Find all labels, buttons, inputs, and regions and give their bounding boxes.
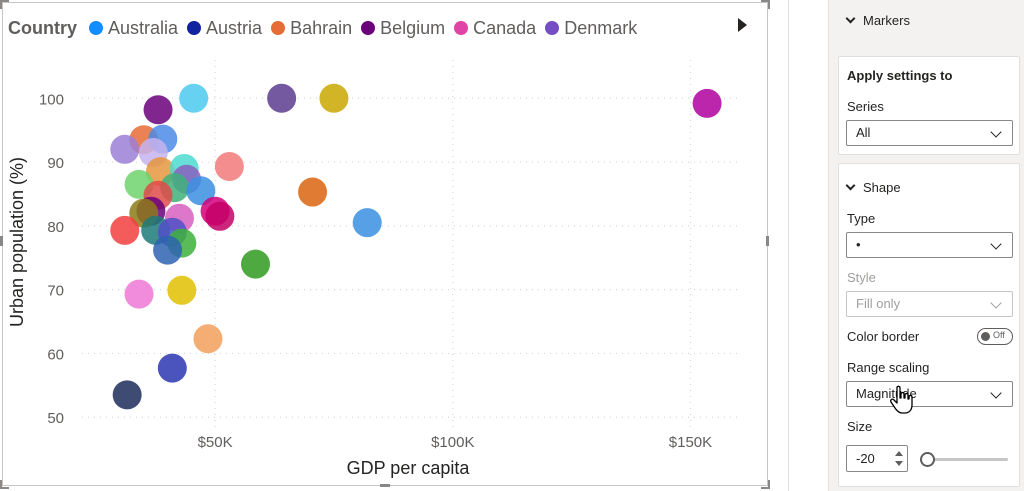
shape-section-header[interactable]: Shape [845, 180, 901, 195]
data-point[interactable] [352, 208, 382, 238]
legend-label: Belgium [380, 17, 446, 38]
legend-label: Bahrain [290, 17, 353, 38]
size-slider-track[interactable] [920, 458, 1008, 461]
chevron-down-icon [990, 126, 1002, 138]
data-point[interactable] [193, 324, 223, 354]
y-tick-label: 60 [47, 346, 64, 363]
x-axis-title: GDP per capita [347, 458, 471, 478]
scatter-chart-visual[interactable]: 50 60 70 80 90 100 $50K $100K $150K GDP per capit… [0, 0, 772, 491]
data-point[interactable] [153, 235, 183, 265]
legend-item-denmark[interactable]: Denmark [545, 18, 637, 39]
data-point[interactable] [298, 177, 328, 207]
y-axis-title: Urban population (%) [7, 157, 27, 327]
data-point[interactable] [319, 83, 349, 113]
chevron-down-icon [845, 13, 856, 24]
data-point[interactable] [214, 152, 244, 182]
shape-card [838, 163, 1020, 487]
x-tick-label: $50K [198, 434, 233, 451]
legend-item-austria[interactable]: Austria [187, 18, 262, 39]
data-point[interactable] [241, 249, 271, 279]
legend-item-australia[interactable]: Australia [89, 18, 178, 39]
y-tick-label: 50 [47, 410, 64, 427]
data-point[interactable] [167, 275, 197, 305]
legend-item-belgium[interactable]: Belgium [361, 18, 445, 39]
size-stepper[interactable]: -20 [846, 445, 908, 472]
data-point[interactable] [205, 201, 235, 231]
y-tick-label: 90 [47, 155, 64, 172]
color-border-label: Color border [847, 329, 920, 344]
size-label: Size [847, 419, 873, 434]
toggle-state-text: Off [993, 330, 1005, 340]
chevron-down-icon [990, 387, 1002, 399]
pane-divider [788, 0, 828, 491]
y-tick-label: 70 [47, 283, 64, 300]
legend-label: Canada [473, 17, 537, 38]
decrement-arrow-icon[interactable] [895, 461, 903, 466]
data-point[interactable] [143, 95, 173, 125]
legend-label: Denmark [564, 17, 638, 38]
toggle-knob [981, 332, 990, 341]
color-border-toggle[interactable]: Off [977, 328, 1013, 345]
legend-marker-icon [271, 21, 286, 35]
shape-title: Shape [863, 180, 901, 195]
data-point[interactable] [157, 353, 187, 383]
legend-item-canada[interactable]: Canada [454, 18, 536, 39]
apply-settings-title: Apply settings to [847, 68, 953, 83]
data-point[interactable] [124, 279, 154, 309]
chevron-down-icon [845, 180, 856, 191]
x-tick-label: $100K [431, 434, 474, 451]
chevron-down-icon [990, 297, 1002, 309]
type-value: • [856, 237, 861, 252]
data-point[interactable] [186, 176, 216, 206]
markers-section-header[interactable]: Markers [845, 13, 910, 28]
series-value: All [856, 125, 871, 140]
legend-marker-icon [361, 21, 376, 35]
canvas-gap [772, 0, 788, 491]
data-point[interactable] [267, 83, 297, 113]
markers-title: Markers [863, 13, 910, 28]
legend-marker-icon [454, 21, 469, 35]
size-value: -20 [856, 451, 875, 466]
legend-title: Country [8, 17, 77, 38]
stepper-arrows [894, 448, 904, 469]
increment-arrow-icon[interactable] [895, 451, 903, 456]
legend-marker-icon [89, 21, 103, 35]
series-dropdown[interactable]: All [846, 120, 1013, 146]
y-tick-label: 80 [47, 219, 64, 236]
type-label: Type [847, 211, 876, 226]
data-point[interactable] [179, 83, 209, 113]
style-value: Fill only [856, 296, 901, 311]
style-dropdown: Fill only [846, 291, 1013, 317]
legend-item-bahrain[interactable]: Bahrain [271, 18, 352, 39]
legend-next-arrow-icon[interactable] [738, 18, 747, 32]
chart-legend: Country Australia Austria Bahrain Belgiu… [8, 15, 646, 41]
legend-label: Australia [108, 17, 179, 38]
data-point[interactable] [110, 215, 140, 245]
legend-marker-icon [187, 21, 202, 35]
legend-label: Austria [206, 17, 263, 38]
data-point[interactable] [692, 88, 722, 118]
y-tick-label: 100 [39, 91, 64, 108]
range-scaling-value: Magnitude [856, 386, 917, 401]
data-point[interactable] [110, 134, 140, 164]
style-label: Style [847, 270, 876, 285]
legend-marker-icon [545, 21, 560, 35]
series-label: Series [847, 99, 884, 114]
range-scaling-dropdown[interactable]: Magnitude [846, 381, 1013, 407]
chevron-down-icon [990, 238, 1002, 250]
type-dropdown[interactable]: • [846, 232, 1013, 258]
size-slider-thumb[interactable] [920, 452, 935, 467]
x-tick-label: $150K [669, 434, 712, 451]
data-point[interactable] [112, 380, 142, 410]
scatter-chart-svg: 50 60 70 80 90 100 $50K $100K $150K GDP per capit… [7, 60, 738, 478]
range-scaling-label: Range scaling [847, 360, 930, 375]
